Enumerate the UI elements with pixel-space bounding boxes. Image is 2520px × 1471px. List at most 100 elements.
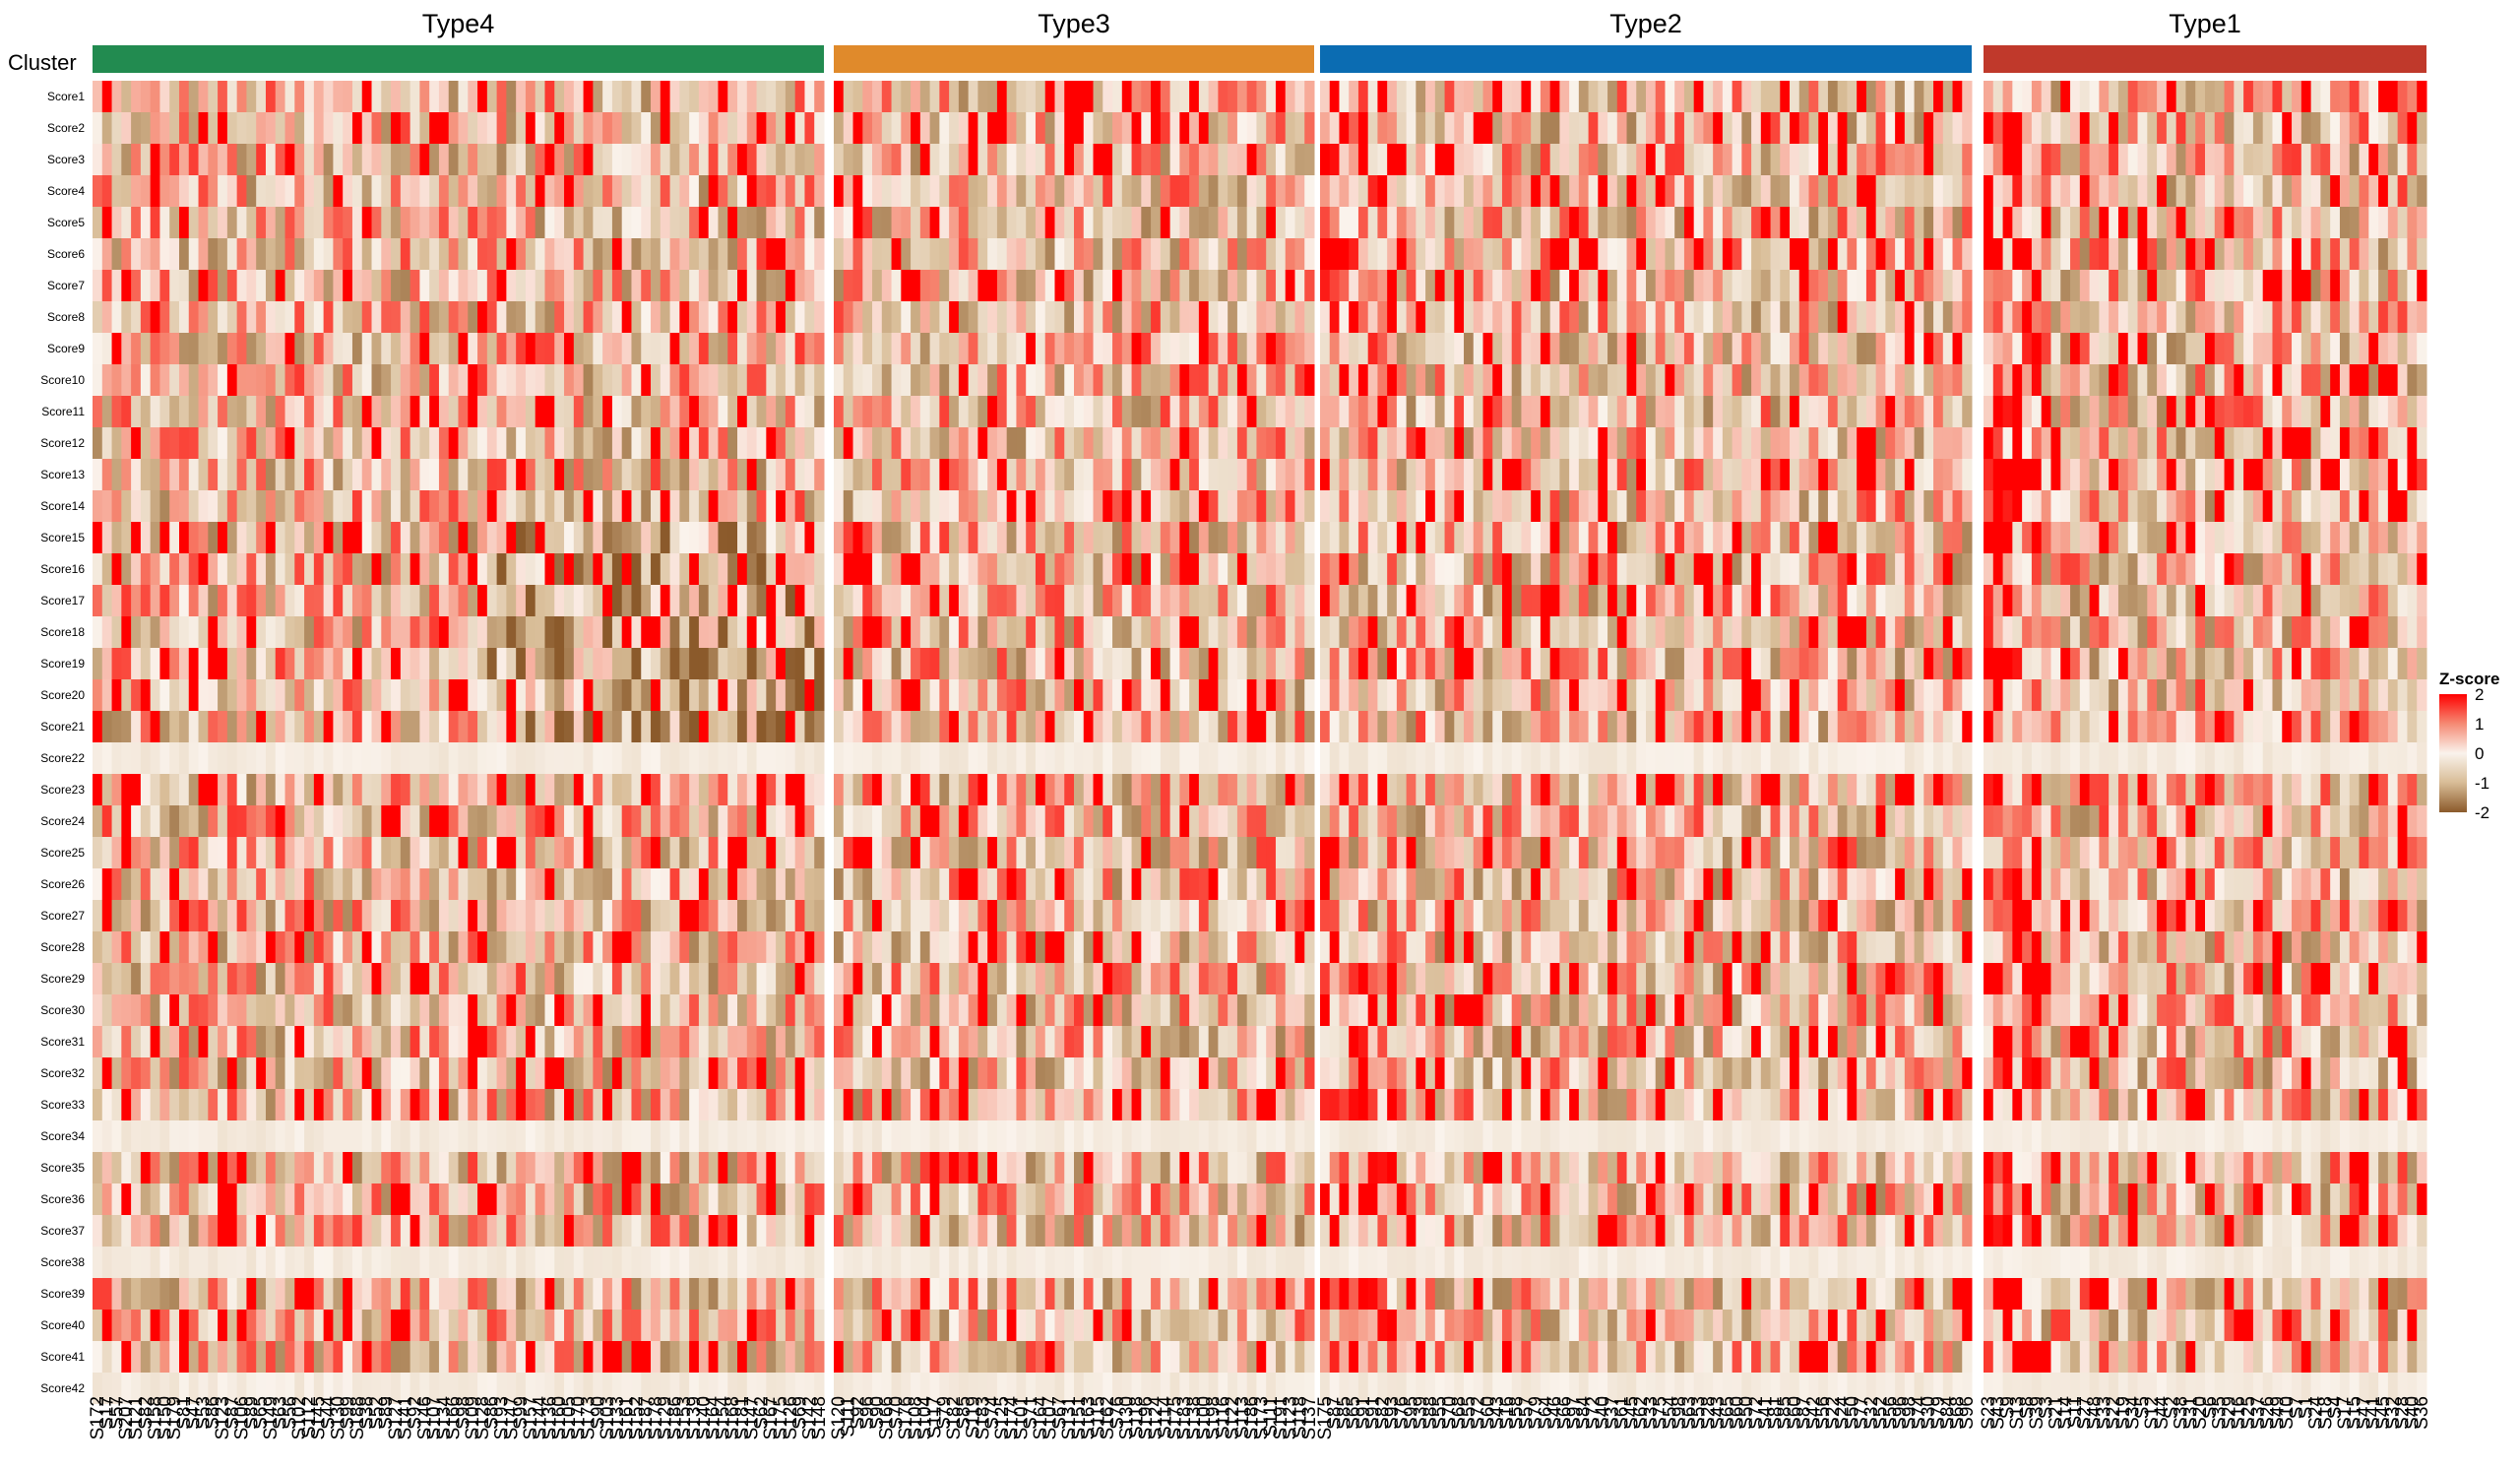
heatmap-cell xyxy=(1169,522,1180,553)
heatmap-cell xyxy=(226,553,238,585)
heatmap-cell xyxy=(178,868,190,900)
heatmap-cell xyxy=(1304,585,1315,616)
heatmap-cell xyxy=(246,1215,257,1247)
heatmap-cell xyxy=(1006,112,1017,144)
heatmap-cell xyxy=(226,679,238,711)
heatmap-cell xyxy=(1228,900,1238,931)
heatmap-cell xyxy=(708,1026,719,1057)
heatmap-cell xyxy=(111,1373,122,1404)
heatmap-cell xyxy=(178,1089,190,1120)
heatmap-cell xyxy=(351,333,363,364)
heatmap-cell xyxy=(814,364,825,396)
heatmap-cell xyxy=(140,1026,152,1057)
heatmap-cell xyxy=(140,1215,152,1247)
heatmap-cell xyxy=(689,396,700,427)
heatmap-cell xyxy=(535,427,545,459)
heatmap-cell xyxy=(593,81,603,112)
heatmap-cell xyxy=(159,81,170,112)
heatmap-cell xyxy=(679,774,690,805)
heatmap-cell xyxy=(872,963,883,994)
heatmap-cell xyxy=(400,1120,411,1152)
heatmap-cell xyxy=(198,301,209,333)
heatmap-cell xyxy=(159,837,170,868)
heatmap-cell xyxy=(438,112,450,144)
heatmap-cell xyxy=(1275,742,1287,774)
heatmap-cell xyxy=(448,301,459,333)
heatmap-cell xyxy=(919,1183,931,1215)
heatmap-cell xyxy=(1026,1057,1037,1089)
heatmap-cell xyxy=(814,1183,825,1215)
heatmap-cell xyxy=(1016,742,1027,774)
heatmap-cell xyxy=(834,805,845,837)
heatmap-cell xyxy=(1112,994,1123,1026)
heatmap-cell xyxy=(660,1341,671,1373)
heatmap-cell xyxy=(468,774,478,805)
heatmap-cell xyxy=(1064,270,1075,301)
heatmap-cell xyxy=(776,270,787,301)
heatmap-cell xyxy=(1208,238,1219,270)
heatmap-cell xyxy=(323,742,334,774)
heatmap-cell xyxy=(737,522,748,553)
heatmap-cell xyxy=(93,364,103,396)
heatmap-cell xyxy=(631,301,642,333)
heatmap-cell xyxy=(660,868,671,900)
heatmap-cell xyxy=(208,868,219,900)
heatmap-cell xyxy=(1169,333,1180,364)
heatmap-cell xyxy=(381,112,392,144)
heatmap-cell xyxy=(1064,774,1075,805)
heatmap-cell xyxy=(1054,805,1065,837)
heatmap-cell xyxy=(996,648,1008,679)
heatmap-cell xyxy=(611,585,623,616)
heatmap-cell xyxy=(794,175,805,207)
heatmap-cell xyxy=(1141,1026,1152,1057)
heatmap-cell xyxy=(1064,207,1075,238)
heatmap-cell xyxy=(756,270,767,301)
heatmap-cell xyxy=(198,396,209,427)
heatmap-cell xyxy=(872,585,883,616)
heatmap-cell xyxy=(131,144,142,175)
heatmap-cell xyxy=(381,427,392,459)
heatmap-cell xyxy=(611,144,623,175)
heatmap-cell xyxy=(1131,1183,1142,1215)
heatmap-cell xyxy=(852,616,863,648)
heatmap-cell xyxy=(304,585,315,616)
heatmap-cell xyxy=(516,270,527,301)
heatmap-cell xyxy=(611,112,623,144)
heatmap-cell xyxy=(458,396,469,427)
heatmap-cell xyxy=(766,112,777,144)
heatmap-cell xyxy=(1208,1152,1219,1183)
heatmap-cell xyxy=(737,1183,748,1215)
heatmap-cell xyxy=(776,994,787,1026)
heatmap-cell xyxy=(1169,112,1180,144)
heatmap-cell xyxy=(131,585,142,616)
heatmap-cell xyxy=(1074,238,1085,270)
heatmap-cell xyxy=(573,963,585,994)
heatmap-cell xyxy=(1102,868,1113,900)
heatmap-cell xyxy=(641,81,652,112)
heatmap-cell xyxy=(333,711,344,742)
heatmap-cell xyxy=(477,585,488,616)
heatmap-cell xyxy=(1236,81,1248,112)
heatmap-cell xyxy=(381,1120,392,1152)
heatmap-cell xyxy=(150,427,160,459)
heatmap-cell xyxy=(535,648,545,679)
heatmap-cell xyxy=(265,1373,277,1404)
heatmap-cell xyxy=(881,1120,893,1152)
heatmap-cell xyxy=(641,1183,652,1215)
heatmap-cell xyxy=(169,238,180,270)
heatmap-cell xyxy=(996,396,1008,427)
heatmap-cell xyxy=(226,868,238,900)
heatmap-cell xyxy=(939,522,950,553)
heatmap-cell xyxy=(987,1152,998,1183)
heatmap-cell xyxy=(333,1215,344,1247)
heatmap-cell xyxy=(949,490,960,522)
heatmap-cell xyxy=(1083,837,1095,868)
heatmap-cell xyxy=(477,711,488,742)
heatmap-cell xyxy=(468,553,478,585)
heatmap-cell xyxy=(448,1120,459,1152)
heatmap-cell xyxy=(438,522,450,553)
heatmap-cell xyxy=(400,868,411,900)
heatmap-cell xyxy=(583,679,594,711)
heatmap-cell xyxy=(525,522,536,553)
heatmap-cell xyxy=(525,931,536,963)
